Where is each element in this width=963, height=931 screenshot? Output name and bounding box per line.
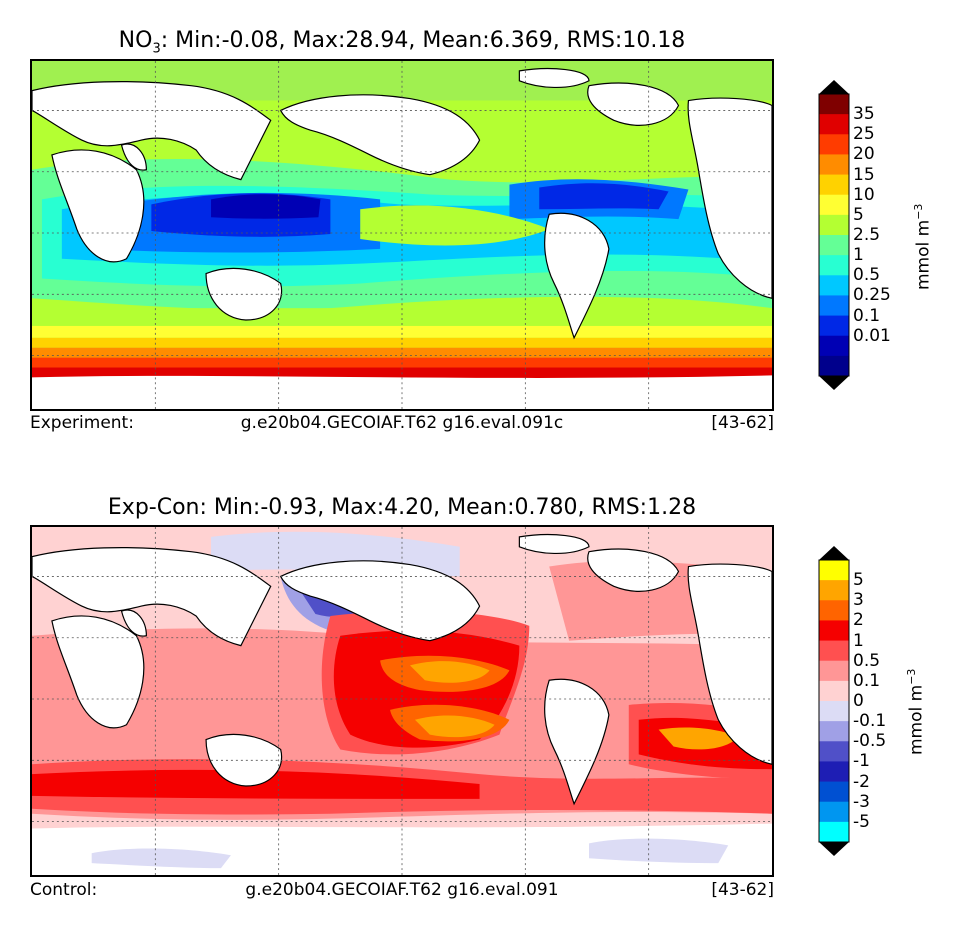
colorbar-svg: [818, 80, 850, 390]
field-region: [658, 727, 739, 750]
colorbar-segment: [819, 781, 849, 803]
panel-2-title: Exp-Con: Min:-0.93, Max:4.20, Mean:0.780…: [107, 495, 697, 520]
footer-label: Control:: [30, 880, 98, 900]
colorbar-segment: [819, 600, 849, 621]
colorbar-segment: [819, 315, 849, 337]
colorbar-tick-label: -0.5: [853, 731, 887, 752]
land-masses: [32, 534, 772, 806]
footer-case: g.e20b04.GECOIAF.T62 g16.eval.091c: [240, 413, 564, 433]
colorbar-segment: [819, 134, 849, 155]
panel-2-map: [30, 525, 774, 877]
footer-case: g.e20b04.GECOIAF.T62 g16.eval.091: [245, 880, 559, 900]
colorbar-tick-label: 2: [853, 610, 864, 631]
colorbar-tick-label: 0.5: [853, 650, 881, 671]
colorbar-tick-label: 0.25: [853, 285, 891, 306]
colorbar-2: [818, 546, 851, 856]
panel-2-field: [32, 527, 772, 875]
colorbar-tick-label: 0.5: [853, 265, 881, 286]
field-band: [32, 325, 772, 338]
colorbar-segment: [819, 620, 849, 642]
colorbar-frame: [818, 559, 850, 843]
colorbar-segment: [819, 194, 849, 216]
colorbar-segment: [819, 214, 849, 236]
colorbar-segment: [819, 560, 849, 581]
colorbar-segment: [819, 761, 849, 783]
colorbar-tick-label: 0.01: [853, 325, 891, 346]
footer-years: [43-62]: [711, 413, 774, 433]
colorbar-cap-top: [819, 80, 849, 94]
colorbar-tick-label: 35: [853, 104, 875, 125]
colorbar-segment: [819, 701, 849, 722]
colorbar-tick-label: 1: [853, 630, 864, 651]
field-region: [409, 661, 490, 683]
colorbar-cap-bottom: [819, 842, 849, 856]
colorbar-tick-label: -0.1: [853, 711, 887, 732]
colorbar-tick-label: 1: [853, 245, 864, 266]
colorbar-svg: [818, 546, 850, 856]
field-region: [91, 848, 231, 869]
colorbar-1-unit: mmol m−3: [912, 203, 934, 290]
colorbar-tick-label: -3: [853, 791, 870, 812]
colorbar-tick-label: 10: [853, 184, 875, 205]
colorbar-tick-label: 0.1: [853, 305, 881, 326]
colorbar-cap-bottom: [819, 376, 849, 390]
colorbar-segment: [819, 114, 849, 135]
colorbar-segment: [819, 355, 849, 377]
field-region: [588, 838, 729, 864]
footer-label: Experiment:: [30, 413, 134, 433]
colorbar-tick-label: -2: [853, 771, 870, 792]
colorbar-segment: [819, 235, 849, 256]
colorbar-segment: [819, 335, 849, 357]
colorbar-tick-label: 0: [853, 691, 864, 711]
colorbar-segment: [819, 174, 849, 196]
colorbar-segment: [819, 801, 849, 823]
colorbar-segment: [819, 255, 849, 276]
colorbar-segment: [819, 275, 849, 296]
panel-1-title: NO3: Min:-0.08, Max:28.94, Mean:6.369, R…: [118, 28, 686, 57]
field-region: [414, 715, 495, 738]
colorbar-frame: [818, 93, 850, 377]
colorbar-tick-label: 5: [853, 204, 864, 225]
colorbar-segment: [819, 295, 849, 317]
colorbar-segment: [819, 821, 849, 843]
graticule: [32, 527, 772, 875]
field-region: [539, 183, 669, 210]
colorbar-segment: [819, 680, 849, 702]
colorbar-tick-label: -1: [853, 751, 870, 772]
colorbar-tick-label: 3: [853, 590, 864, 611]
colorbar-segment: [819, 154, 849, 176]
colorbar-1: [818, 80, 851, 390]
colorbar-2-unit: mmol m−3: [905, 668, 927, 755]
field-region: [360, 205, 550, 246]
colorbar-segment: [819, 741, 849, 762]
colorbar-tick-label: 20: [853, 144, 875, 165]
panel-1-field: [32, 61, 772, 409]
colorbar-segment: [819, 660, 849, 682]
footer-years: [43-62]: [711, 880, 774, 900]
graticule: [32, 61, 772, 409]
colorbar-tick-label: -5: [853, 811, 870, 832]
colorbar-tick-label: 15: [853, 164, 875, 185]
colorbar-cap-top: [819, 546, 849, 560]
colorbar-tick-label: 25: [853, 124, 875, 145]
colorbar-segment: [819, 721, 849, 742]
field-region: [211, 194, 321, 219]
panel-1-map: [30, 59, 774, 411]
colorbar-tick-label: 0.1: [853, 670, 881, 691]
colorbar-segment: [819, 580, 849, 601]
colorbar-segment: [819, 94, 849, 115]
colorbar-segment: [819, 640, 849, 662]
colorbar-tick-label: 5: [853, 570, 864, 591]
land-masses: [32, 68, 772, 340]
colorbar-tick-label: 2.5: [853, 225, 881, 245]
